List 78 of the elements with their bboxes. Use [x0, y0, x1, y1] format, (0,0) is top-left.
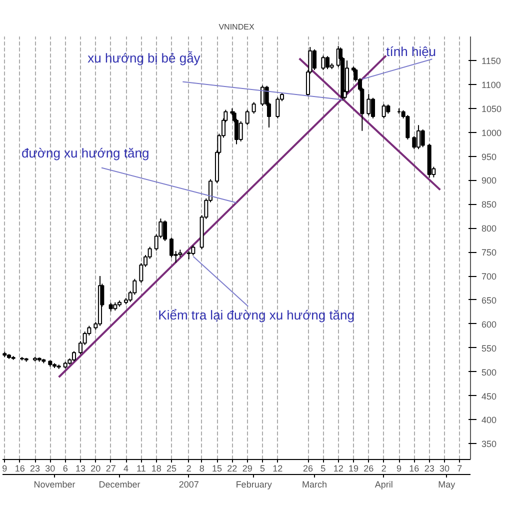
x-tick-label: 30 [45, 464, 56, 474]
x-tick-label: 26 [364, 464, 374, 474]
x-tick-label: 25 [166, 464, 177, 474]
candlestick [245, 109, 250, 126]
y-tick-label: 850 [482, 200, 497, 210]
candlestick [386, 104, 390, 114]
x-tick-label: 7 [457, 464, 462, 474]
y-tick-label: 1100 [482, 80, 501, 90]
candlestick [252, 102, 256, 114]
y-tick-label: 950 [482, 152, 497, 162]
x-tick-label: 19 [348, 464, 359, 474]
candlestick [312, 48, 317, 71]
x-tick-label: 15 [212, 464, 222, 474]
x-tick-label: 16 [14, 464, 25, 474]
x-tick-label: 30 [439, 464, 450, 474]
y-tick-label: 1150 [482, 56, 501, 66]
candlestick [191, 244, 196, 256]
annotation: đường xu hướng tăng [22, 146, 150, 161]
candlestick [276, 96, 280, 119]
x-tick-label: 9 [2, 464, 8, 474]
x-tick-label: 2 [186, 464, 192, 474]
candlestick [325, 56, 330, 70]
x-tick-label: 12 [333, 464, 344, 474]
y-tick-label: 750 [482, 248, 497, 258]
y-tick-label: 1050 [482, 104, 502, 114]
x-tick-label: 12 [272, 464, 283, 474]
y-tick-label: 400 [482, 415, 497, 426]
candlestick [370, 97, 376, 119]
y-tick-label: 900 [482, 176, 497, 186]
y-tick-label: 1000 [482, 128, 502, 138]
x-tick-label: 26 [302, 464, 314, 474]
y-tick-label: 700 [482, 272, 497, 282]
x-tick-label: 18 [151, 464, 162, 474]
x-tick-label: 20 [90, 464, 101, 474]
x-tick-label: 5 [320, 464, 326, 474]
candlestick [169, 237, 174, 258]
annotation: xu hướng bị bẻ gẫy [88, 50, 201, 66]
x-tick-label: 22 [227, 464, 238, 474]
x-tick-label: 5 [260, 464, 266, 474]
x-tick-label: 9 [396, 464, 402, 474]
y-tick-label: 550 [482, 343, 497, 354]
x-tick-label: 23 [424, 464, 434, 474]
x2-tick-label: December [98, 480, 140, 490]
x-tick-label: 6 [62, 464, 68, 474]
y-tick-label: 600 [482, 319, 497, 330]
x-tick-label: 11 [136, 464, 146, 474]
x-tick-label: 13 [75, 464, 86, 474]
x2-tick-label: April [374, 480, 393, 490]
x2-tick-label: November [34, 480, 76, 490]
x-tick-label: 2 [381, 464, 386, 474]
candlestick [321, 55, 326, 71]
x2-tick-label: 2007 [178, 480, 199, 490]
x-tick-label: 23 [30, 464, 40, 474]
x-tick-label: 8 [199, 464, 204, 474]
y-tick-label: 650 [482, 295, 497, 306]
x-tick-label: 29 [242, 464, 252, 474]
y-tick-label: 450 [482, 391, 497, 402]
annotation: Kiểm tra lại đường xu hướng tăng [158, 307, 355, 322]
x-tick-label: 27 [106, 464, 116, 474]
candlestick [72, 350, 76, 362]
candlestick [238, 120, 243, 142]
candlestick [162, 220, 168, 242]
candlestick [406, 114, 410, 140]
annotation: tính hiệu [386, 44, 436, 60]
y-tick-label: 800 [482, 224, 497, 234]
x2-tick-label: March [302, 480, 328, 490]
candlestick [260, 84, 265, 106]
candlestick [416, 124, 421, 150]
y-tick-label: 350 [482, 439, 497, 450]
x2-tick-label: February [236, 480, 272, 490]
chart-title: VNINDEX [218, 22, 255, 32]
y-tick-label: 500 [482, 367, 497, 378]
candlestick [420, 128, 425, 148]
candlestick [366, 93, 371, 116]
x-tick-label: 4 [123, 464, 129, 474]
x-tick-label: 16 [409, 464, 420, 474]
x2-tick-label: May [438, 480, 456, 490]
candlestick [382, 104, 386, 119]
